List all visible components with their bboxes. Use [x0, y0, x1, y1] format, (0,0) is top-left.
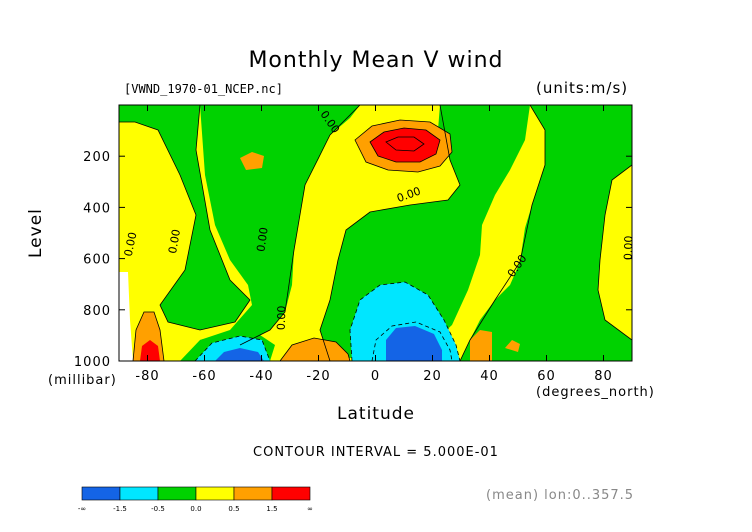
- contour-line: [279, 337, 351, 361]
- contour-label: 0.00: [254, 226, 270, 252]
- colorbar-swatch: [195, 486, 235, 501]
- mean-note: (mean) lon:0..357.5: [486, 488, 635, 503]
- colorbar-swatch: [81, 486, 121, 501]
- x-tick-label: -60: [192, 369, 216, 384]
- chart-title: Monthly Mean V wind: [248, 48, 504, 73]
- contour-line: [459, 105, 546, 361]
- x-tick-label: 0: [371, 369, 380, 384]
- colorbar-label: 0.0: [190, 505, 201, 513]
- field-missing: [119, 272, 133, 361]
- contour-interval: CONTOUR INTERVAL = 5.000E-01: [253, 445, 499, 460]
- contour-line: [319, 105, 461, 361]
- contour-line: [369, 127, 441, 163]
- field-blue-tropics: [386, 326, 442, 361]
- colorbar-swatch: [233, 486, 273, 501]
- contour-line: [597, 164, 632, 341]
- y-tick-label: 200: [83, 150, 111, 165]
- colorbar-swatch: [119, 486, 159, 501]
- x-axis-unit: (degrees_north): [536, 385, 655, 400]
- field-blue-south: [215, 348, 264, 361]
- y-axis: 200 400 600 800 1000: [74, 150, 632, 370]
- x-axis-label: Latitude: [337, 404, 415, 424]
- colorbar-label: 0.5: [228, 505, 239, 513]
- contour-labels: 0.00 0.00 0.000.000.000.000.000.00: [122, 108, 636, 330]
- field-red-southpole: [140, 340, 160, 361]
- field-orange-small: [505, 340, 520, 352]
- colorbar-label: -0.5: [151, 505, 165, 513]
- x-tick-label: -40: [249, 369, 273, 384]
- contour-line: [132, 311, 165, 361]
- colorbar-label: -∞: [78, 505, 86, 513]
- contour-line: [119, 105, 251, 331]
- contour-label: 0.00: [622, 235, 636, 260]
- source-file-label: [VWND_1970-01_NCEP.nc]: [124, 82, 283, 96]
- field-red-upper: [370, 128, 440, 162]
- x-tick-label: 80: [594, 369, 613, 384]
- plot-area: [119, 105, 632, 361]
- field-negative-center: [200, 105, 360, 352]
- units-label: (units:m/s): [536, 79, 629, 97]
- y-tick-label: 800: [83, 304, 111, 319]
- y-axis-unit: (millibar): [48, 373, 117, 388]
- contour-line: [385, 136, 425, 152]
- colorbar-swatch: [271, 486, 311, 501]
- field-orange-midsouth: [280, 338, 350, 361]
- colorbar: -∞ -1.5 -0.5 0.0 0.5 1.5 ∞: [78, 486, 313, 513]
- field-orange-spot: [240, 152, 264, 170]
- colorbar-label: 1.5: [266, 505, 277, 513]
- field-negative-west: [119, 105, 250, 330]
- y-tick-label: 600: [83, 253, 111, 268]
- colorbar-label: -1.5: [113, 505, 127, 513]
- x-tick-label: -20: [306, 369, 330, 384]
- x-tick-label: 20: [423, 369, 442, 384]
- y-tick-label: 1000: [74, 355, 111, 370]
- contour-label: 0.00: [122, 231, 140, 258]
- contour-line: [371, 321, 453, 361]
- contour-line: [239, 105, 361, 346]
- contour-label: 0.00: [166, 228, 183, 254]
- contour-line: [354, 119, 453, 173]
- contour-line: [194, 335, 271, 361]
- colorbar-swatch: [157, 486, 197, 501]
- x-tick-label: 40: [480, 369, 499, 384]
- x-axis: -80 -60 -40 -20 0 20 40 60 80: [135, 105, 612, 384]
- field-negative-east: [460, 105, 632, 361]
- y-tick-label: 400: [83, 201, 111, 216]
- contour-line: [349, 281, 461, 361]
- colorbar-label: ∞: [307, 505, 313, 513]
- field-orange-midnorth: [470, 330, 492, 361]
- x-tick-label: -80: [135, 369, 159, 384]
- x-tick-label: 60: [537, 369, 556, 384]
- contour-label: 0.00: [275, 305, 289, 330]
